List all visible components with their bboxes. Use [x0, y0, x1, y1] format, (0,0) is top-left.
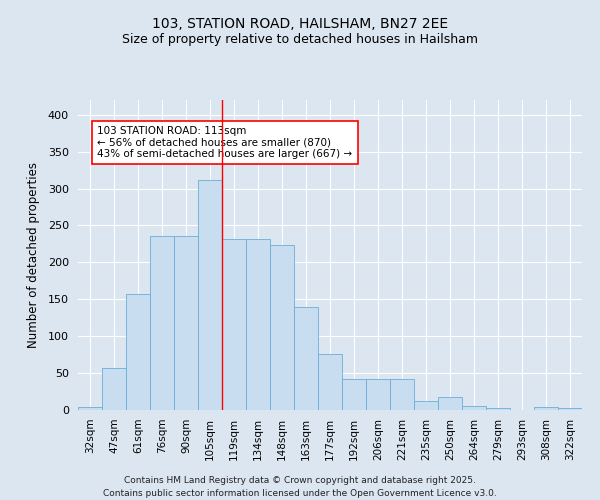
Bar: [102, 368, 126, 410]
Bar: [534, 407, 558, 410]
Bar: [78, 407, 102, 410]
Bar: [414, 401, 438, 410]
Bar: [174, 236, 198, 410]
Bar: [342, 379, 366, 410]
Bar: [390, 379, 414, 410]
Bar: [246, 239, 270, 410]
Bar: [318, 354, 342, 410]
Text: 103 STATION ROAD: 113sqm
← 56% of detached houses are smaller (870)
43% of semi-: 103 STATION ROAD: 113sqm ← 56% of detach…: [97, 126, 352, 159]
Bar: [462, 406, 486, 410]
Text: Contains HM Land Registry data © Crown copyright and database right 2025.
Contai: Contains HM Land Registry data © Crown c…: [103, 476, 497, 498]
Bar: [486, 408, 510, 410]
Bar: [198, 180, 222, 410]
Y-axis label: Number of detached properties: Number of detached properties: [26, 162, 40, 348]
Bar: [438, 398, 462, 410]
Bar: [366, 379, 390, 410]
Bar: [126, 294, 150, 410]
Bar: [150, 236, 174, 410]
Bar: [222, 239, 246, 410]
Text: Size of property relative to detached houses in Hailsham: Size of property relative to detached ho…: [122, 32, 478, 46]
Bar: [294, 306, 318, 410]
Text: 103, STATION ROAD, HAILSHAM, BN27 2EE: 103, STATION ROAD, HAILSHAM, BN27 2EE: [152, 18, 448, 32]
Bar: [558, 408, 582, 410]
Bar: [270, 244, 294, 410]
